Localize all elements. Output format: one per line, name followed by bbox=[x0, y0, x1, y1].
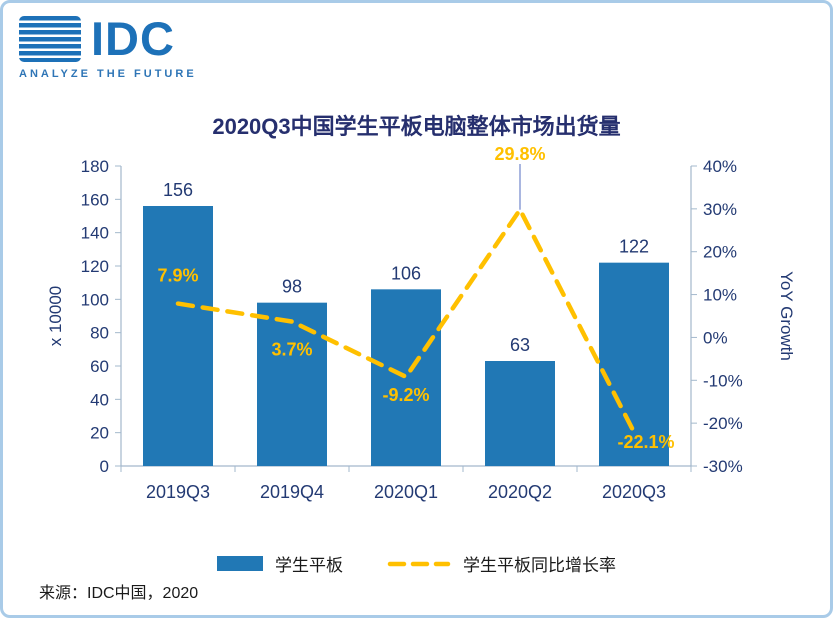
legend-line-swatch-icon bbox=[387, 561, 451, 566]
chart-title: 2020Q3中国学生平板电脑整体市场出货量 bbox=[212, 114, 621, 139]
bar-2020Q1 bbox=[371, 289, 441, 466]
legend-item-bars: 学生平板 bbox=[217, 551, 343, 576]
growth-value-label: 3.7% bbox=[271, 340, 312, 360]
growth-value-label: 7.9% bbox=[157, 266, 198, 286]
idc-logo-mark-icon bbox=[19, 15, 81, 62]
right-tick-label: 30% bbox=[703, 200, 737, 219]
left-tick-label: 120 bbox=[81, 257, 109, 276]
left-tick-label: 80 bbox=[90, 324, 109, 343]
x-category-label: 2019Q3 bbox=[146, 482, 210, 502]
bar-value-label: 122 bbox=[619, 237, 649, 257]
legend: 学生平板 学生平板同比增长率 bbox=[3, 551, 830, 576]
left-tick-label: 140 bbox=[81, 224, 109, 243]
legend-bar-swatch-icon bbox=[217, 556, 263, 571]
bar-value-label: 156 bbox=[163, 180, 193, 200]
bar-value-label: 63 bbox=[510, 335, 530, 355]
bar-2020Q3 bbox=[599, 262, 669, 466]
bar-value-label: 106 bbox=[391, 263, 421, 283]
left-tick-label: 20 bbox=[90, 424, 109, 443]
left-tick-label: 160 bbox=[81, 190, 109, 209]
right-tick-label: -10% bbox=[703, 371, 743, 390]
right-tick-label: 10% bbox=[703, 286, 737, 305]
x-category-label: 2020Q1 bbox=[374, 482, 438, 502]
left-tick-label: 0 bbox=[100, 457, 109, 476]
source-note: 来源：IDC中国，2020 bbox=[39, 585, 199, 602]
growth-value-label: 29.8% bbox=[494, 144, 545, 164]
right-tick-label: -30% bbox=[703, 457, 743, 476]
idc-logo-row: IDC bbox=[19, 15, 197, 62]
left-tick-label: 100 bbox=[81, 290, 109, 309]
left-tick-label: 40 bbox=[90, 390, 109, 409]
growth-value-label: -9.2% bbox=[382, 385, 429, 405]
idc-logo-text: IDC bbox=[91, 12, 175, 65]
right-tick-label: 0% bbox=[703, 328, 728, 347]
right-tick-label: 40% bbox=[703, 157, 737, 176]
bar-2019Q4 bbox=[257, 302, 327, 466]
growth-line bbox=[175, 205, 637, 435]
legend-label-bars: 学生平板 bbox=[275, 556, 343, 575]
x-category-label: 2019Q4 bbox=[260, 482, 324, 502]
legend-item-line: 学生平板同比增长率 bbox=[387, 551, 616, 576]
bar-value-label: 98 bbox=[282, 277, 302, 297]
right-tick-label: -20% bbox=[703, 414, 743, 433]
bar-2020Q2 bbox=[485, 361, 555, 466]
right-axis-title: YoY Growth bbox=[777, 271, 796, 361]
growth-value-label: -22.1% bbox=[617, 432, 674, 452]
chart: 0 20 40 60 80 100 120 140 160 180 -30% -20% -10% 0% 10… bbox=[46, 144, 796, 502]
idc-logo-tagline: ANALYZE THE FUTURE bbox=[19, 68, 197, 80]
left-axis-title: x 10000 bbox=[46, 286, 65, 347]
right-tick-label: 20% bbox=[703, 243, 737, 262]
left-tick-label: 60 bbox=[90, 357, 109, 376]
idc-logo: IDC ANALYZE THE FUTURE bbox=[19, 15, 197, 80]
bar-2019Q3 bbox=[143, 206, 213, 466]
legend-label-line: 学生平板同比增长率 bbox=[463, 556, 616, 575]
left-tick-label: 180 bbox=[81, 157, 109, 176]
x-category-label: 2020Q3 bbox=[602, 482, 666, 502]
x-category-label: 2020Q2 bbox=[488, 482, 552, 502]
